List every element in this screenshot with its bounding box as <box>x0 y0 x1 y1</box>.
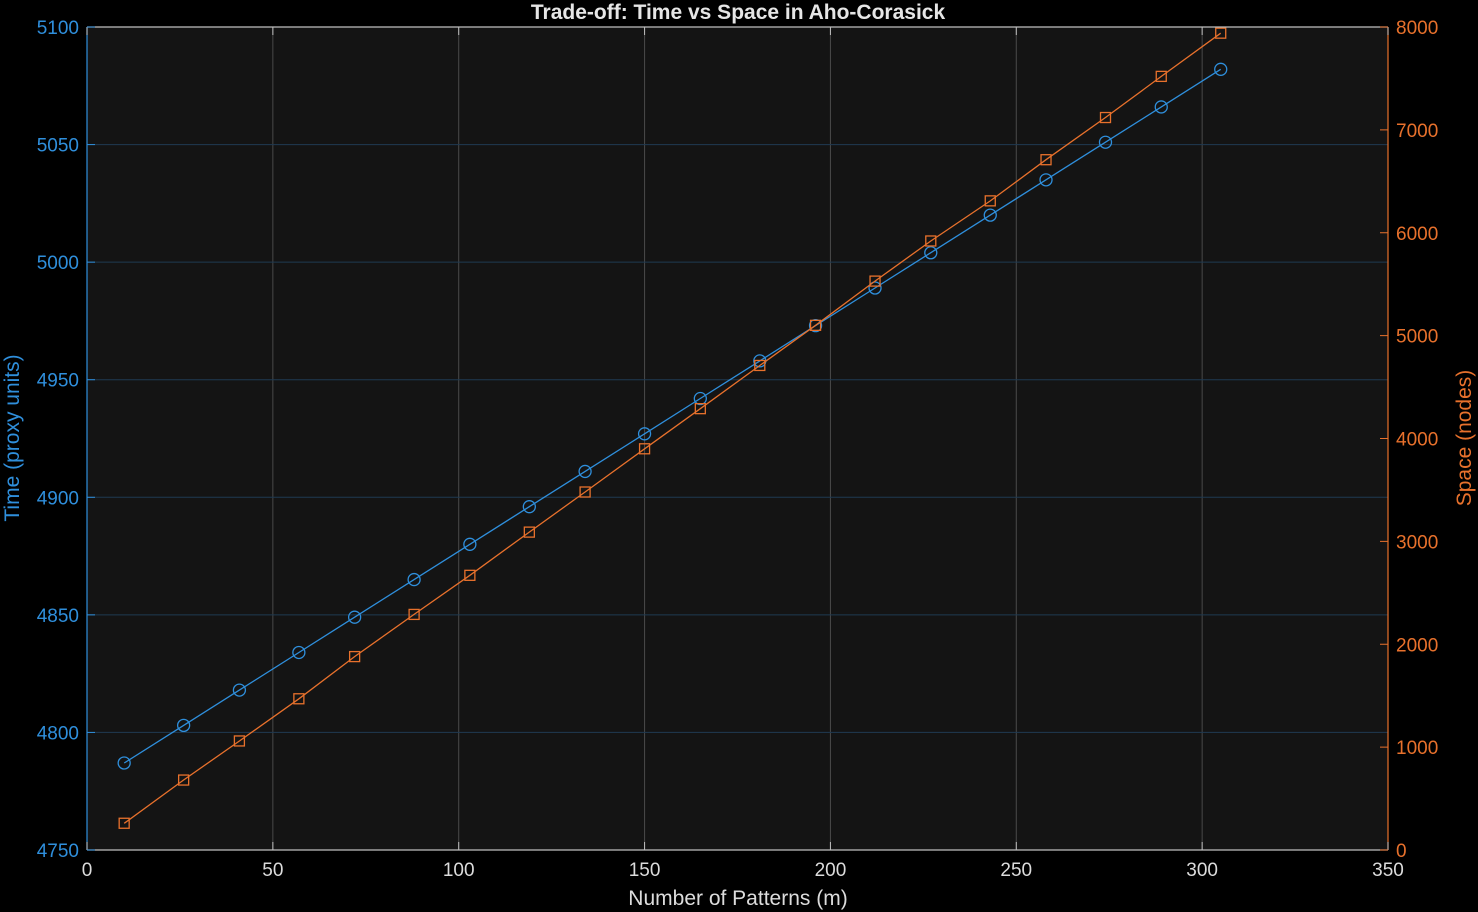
y-right-tick-label: 4000 <box>1396 430 1438 451</box>
y-left-tick-label: 4900 <box>37 488 79 509</box>
y-right-tick-label: 7000 <box>1396 121 1438 142</box>
y-left-tick-label: 5000 <box>37 253 79 274</box>
x-tick-label: 300 <box>1186 860 1218 881</box>
data-point-circle <box>232 683 247 697</box>
data-point-circle <box>1098 135 1113 149</box>
grid <box>87 27 1388 850</box>
data-point-circle <box>868 281 882 295</box>
y-right-tick-label: 3000 <box>1396 532 1438 553</box>
data-point-circle <box>924 246 938 260</box>
data-point-square <box>293 693 305 705</box>
data-point-circle <box>578 464 592 479</box>
x-tick-label: 150 <box>629 860 661 881</box>
data-point-circle <box>1214 62 1228 76</box>
data-point-square <box>118 817 130 829</box>
data-point-square <box>408 608 420 621</box>
data-point-circle <box>1154 100 1168 114</box>
y-axis-right-label: Space (nodes) <box>1453 370 1476 507</box>
y-right-tick-label: 8000 <box>1396 18 1438 39</box>
data-point-circle <box>522 500 536 514</box>
y-right-tick-label: 0 <box>1396 841 1407 862</box>
x-axis-label: Number of Patterns (m) <box>628 887 847 910</box>
data-point-square <box>869 275 881 287</box>
data-point-square <box>925 235 937 247</box>
x-tick-label: 50 <box>262 860 283 881</box>
data-point-circle <box>693 391 707 406</box>
x-tick-label: 350 <box>1372 860 1404 881</box>
x-tick-label: 200 <box>815 860 847 881</box>
series-1 <box>117 62 1228 770</box>
data-point-square <box>694 403 706 415</box>
x-tick-label: 100 <box>443 860 475 881</box>
data-point-circle <box>407 572 421 587</box>
x-tick-label: 250 <box>1000 860 1032 881</box>
data-point-square <box>638 443 651 455</box>
data-point-square <box>177 774 190 786</box>
ticks: 0 50 100 150 200 250 300 350 4750 4800 4850 4900 495… <box>37 18 1439 881</box>
data-point-circle <box>463 537 477 551</box>
data-point-circle <box>347 610 362 624</box>
data-point-square <box>1040 154 1052 166</box>
data-point-circle <box>983 208 997 222</box>
data-point-square <box>348 650 361 663</box>
chart-title: Trade-off: Time vs Space in Aho-Corasick <box>531 1 946 24</box>
plot-area <box>87 27 1388 850</box>
data-point-circle <box>117 756 131 770</box>
series-layer <box>117 27 1228 829</box>
series-line <box>123 32 1222 824</box>
data-point-square <box>579 486 591 498</box>
y-right-tick-label: 5000 <box>1396 327 1438 348</box>
y-right-tick-label: 2000 <box>1396 635 1438 656</box>
y-left-tick-label: 4750 <box>37 841 79 862</box>
data-point-square <box>809 319 822 331</box>
y-axis-left-label: Time (proxy units) <box>1 354 24 521</box>
data-point-circle <box>637 427 652 441</box>
y-left-tick-label: 5100 <box>37 18 79 39</box>
data-point-square <box>984 195 996 207</box>
y-right-tick-label: 6000 <box>1396 224 1438 245</box>
y-left-tick-label: 4800 <box>37 723 79 744</box>
data-point-square <box>754 359 766 372</box>
data-point-square <box>1155 70 1167 83</box>
data-point-square <box>523 526 535 538</box>
data-point-circle <box>176 718 191 733</box>
y-left-tick-label: 4950 <box>37 371 79 392</box>
data-point-circle <box>292 645 306 660</box>
series-2 <box>118 27 1227 829</box>
y-right-tick-label: 1000 <box>1396 738 1438 759</box>
data-point-square <box>1099 111 1112 124</box>
y-left-tick-label: 4850 <box>37 606 79 627</box>
series-line <box>123 68 1222 764</box>
data-point-circle <box>808 318 823 333</box>
data-point-square <box>1215 27 1227 39</box>
y-left-tick-label: 5050 <box>37 136 79 157</box>
x-tick-label: 0 <box>82 860 93 881</box>
data-point-square <box>233 735 246 747</box>
data-point-circle <box>1039 173 1053 187</box>
data-point-square <box>464 569 476 581</box>
